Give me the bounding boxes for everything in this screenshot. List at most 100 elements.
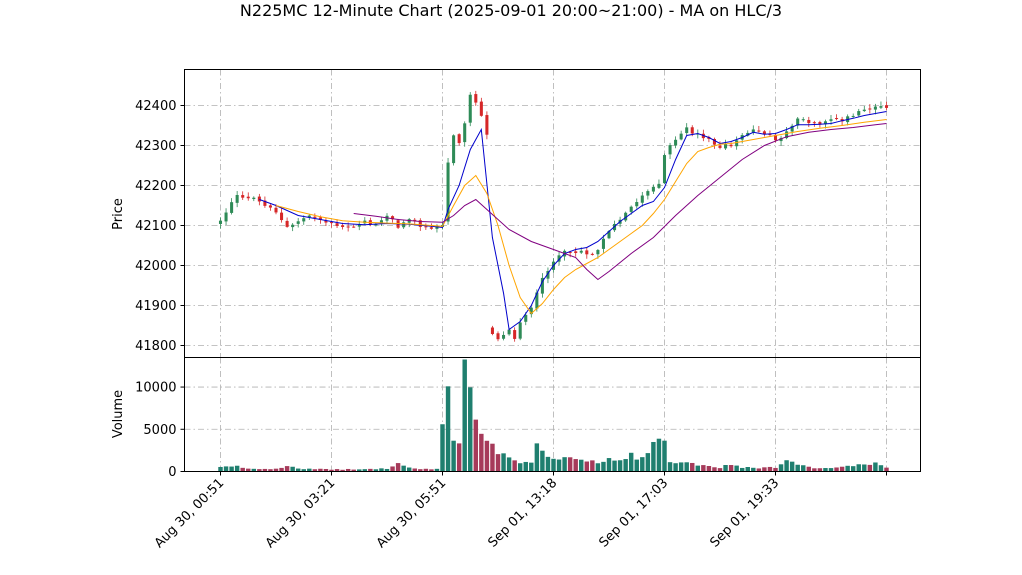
candle-body bbox=[585, 250, 589, 255]
volume-bar bbox=[839, 466, 845, 472]
candle-body bbox=[280, 212, 284, 221]
candle-body bbox=[685, 127, 689, 134]
candle-body bbox=[274, 207, 278, 213]
candle-body bbox=[474, 94, 478, 103]
volume-bar bbox=[362, 469, 368, 472]
volume-bar bbox=[429, 469, 434, 472]
volume-bar bbox=[229, 466, 234, 472]
candle-body bbox=[241, 195, 245, 198]
candle-body bbox=[540, 277, 544, 294]
candle-body bbox=[457, 134, 461, 144]
volume-bar bbox=[517, 463, 523, 472]
candle-body bbox=[568, 252, 572, 254]
volume-bar bbox=[579, 459, 584, 472]
volume-bar bbox=[373, 469, 379, 472]
candle-body bbox=[640, 195, 644, 203]
candle-body bbox=[590, 253, 594, 255]
price-tick-label: 42300 bbox=[135, 139, 176, 154]
volume-bar bbox=[406, 467, 412, 472]
candle-body bbox=[884, 105, 889, 108]
volume-bar bbox=[834, 467, 839, 472]
volume-bar bbox=[690, 462, 695, 472]
volume-bar bbox=[501, 453, 506, 472]
volume-bar bbox=[645, 453, 651, 472]
candle-body bbox=[318, 217, 322, 220]
volume-yticks: 0 5000 10000 bbox=[135, 381, 185, 480]
price-axis-label: Price bbox=[111, 198, 126, 230]
volume-bar bbox=[468, 387, 473, 472]
candle-body bbox=[785, 131, 789, 139]
candle-body bbox=[218, 220, 223, 224]
candle-body bbox=[496, 333, 500, 340]
volume-bar bbox=[312, 469, 318, 472]
volume-bar bbox=[667, 462, 673, 472]
volume-bar bbox=[257, 469, 262, 472]
candle-body bbox=[773, 134, 778, 141]
volume-bar bbox=[334, 469, 340, 472]
volume-bar bbox=[412, 468, 417, 472]
candle-body bbox=[524, 314, 528, 322]
candle-body bbox=[335, 223, 339, 226]
volume-bar bbox=[451, 440, 456, 472]
candle-body bbox=[490, 327, 494, 334]
candle-body bbox=[812, 122, 816, 124]
volume-bar bbox=[656, 438, 662, 472]
candle-body bbox=[690, 127, 694, 134]
volume-bar bbox=[673, 463, 678, 472]
candle-body bbox=[346, 226, 350, 228]
volume-bar bbox=[745, 467, 750, 472]
ma-line-3 bbox=[353, 123, 887, 281]
candle-body bbox=[574, 251, 578, 254]
candle-body bbox=[224, 212, 228, 222]
candle-body bbox=[429, 227, 433, 229]
volume-bar bbox=[218, 466, 223, 472]
volume-bar bbox=[562, 457, 567, 472]
volume-bar bbox=[462, 359, 467, 472]
volume-bar bbox=[845, 465, 850, 472]
volume-bar bbox=[329, 469, 334, 472]
candle-body bbox=[446, 162, 450, 222]
candle-body bbox=[391, 216, 395, 220]
candle-body bbox=[879, 106, 883, 108]
volume-bar bbox=[290, 466, 295, 472]
volume-bar bbox=[545, 456, 551, 472]
volume-bar bbox=[867, 464, 873, 472]
volume-bar bbox=[490, 443, 495, 472]
candle-body bbox=[424, 226, 428, 228]
volume-bar bbox=[345, 468, 351, 472]
candle-body bbox=[374, 224, 378, 226]
candle-body bbox=[857, 111, 861, 116]
candle-body bbox=[657, 183, 661, 188]
candle-body bbox=[379, 220, 383, 224]
volume-bar bbox=[246, 468, 251, 472]
volume-bar bbox=[640, 457, 645, 472]
candle-body bbox=[596, 250, 600, 255]
volume-bar bbox=[401, 465, 406, 472]
chart-title: N225MC 12-Minute Chart (2025-09-01 20:00… bbox=[240, 1, 782, 20]
volume-bar bbox=[418, 469, 423, 472]
volume-bar bbox=[484, 440, 490, 472]
candle-body bbox=[746, 132, 750, 136]
price-grid bbox=[184, 69, 921, 358]
volume-bar bbox=[495, 454, 501, 472]
candle-body bbox=[712, 138, 716, 145]
candle-body bbox=[357, 224, 361, 227]
candle-body bbox=[535, 292, 539, 309]
candle-body bbox=[801, 119, 805, 121]
volume-bar bbox=[445, 386, 451, 472]
volume-bar bbox=[379, 468, 384, 472]
volume-bar bbox=[728, 465, 734, 472]
candle-body bbox=[546, 270, 550, 279]
candle-body bbox=[468, 94, 472, 123]
candle-body bbox=[230, 202, 234, 213]
candle-body bbox=[402, 222, 406, 228]
ma-line-1 bbox=[259, 111, 887, 331]
volume-bar bbox=[784, 460, 789, 472]
volume-bar bbox=[556, 459, 562, 472]
volume-bar bbox=[806, 466, 812, 472]
volume-bar bbox=[762, 467, 767, 472]
volume-bar bbox=[756, 468, 762, 472]
candle-body bbox=[252, 197, 256, 200]
candle-body bbox=[329, 222, 334, 224]
